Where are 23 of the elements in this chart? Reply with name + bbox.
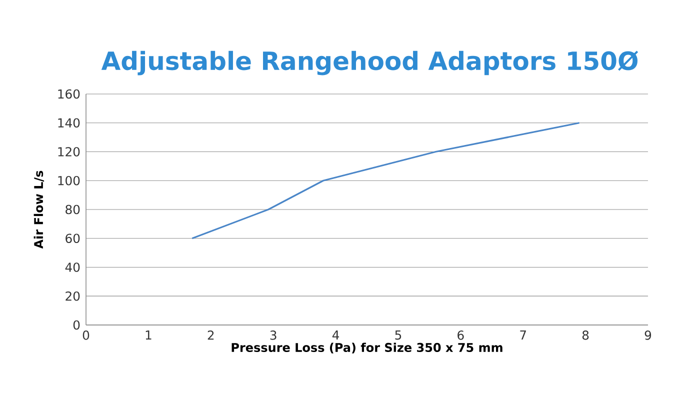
x-axis-title: Pressure Loss (Pa) for Size 350 x 75 mm <box>232 342 502 354</box>
line-series <box>191 122 580 240</box>
x-tick-label: 1 <box>146 330 152 340</box>
x-tick-label: 8 <box>582 330 589 340</box>
y-tick-label: 160 <box>58 89 80 99</box>
x-tick-label: 2 <box>208 330 214 340</box>
y-tick-label: 0 <box>73 320 80 330</box>
y-tick-label: 60 <box>66 234 80 244</box>
x-tick-label: 7 <box>520 330 526 340</box>
y-tick-label: 80 <box>66 204 80 214</box>
chart-title: Adjustable Rangehood Adaptors 150Ø <box>101 50 638 76</box>
x-tick-label: 4 <box>332 330 340 340</box>
x-tick-label: 6 <box>458 330 464 340</box>
y-tick-label: 140 <box>58 118 80 128</box>
y-tick-label: 20 <box>66 291 80 301</box>
y-tick-label: 100 <box>58 176 80 186</box>
x-tick-label: 0 <box>82 330 90 340</box>
y-axis-title: Air Flow L/s <box>34 170 44 249</box>
x-tick-label: 9 <box>644 330 652 340</box>
y-tick-label: 40 <box>65 262 80 272</box>
x-tick-label: 3 <box>270 330 276 340</box>
x-tick-label: 5 <box>395 330 402 340</box>
y-tick-label: 120 <box>58 147 80 156</box>
